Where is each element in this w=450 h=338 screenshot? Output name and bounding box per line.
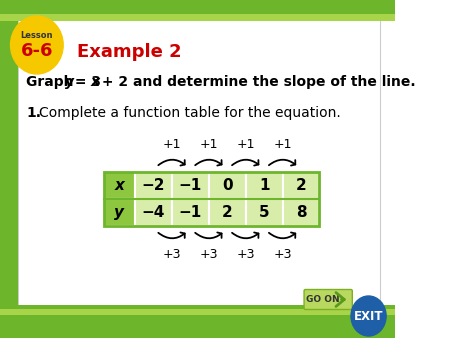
FancyBboxPatch shape xyxy=(0,0,18,338)
FancyBboxPatch shape xyxy=(283,199,320,226)
Text: 8: 8 xyxy=(296,205,306,220)
Circle shape xyxy=(351,296,386,336)
Text: 1: 1 xyxy=(259,178,270,193)
Text: x: x xyxy=(90,75,99,89)
FancyBboxPatch shape xyxy=(209,172,246,199)
FancyBboxPatch shape xyxy=(0,14,395,21)
Text: +3: +3 xyxy=(273,247,292,261)
Text: + 2 and determine the slope of the line.: + 2 and determine the slope of the line. xyxy=(96,75,415,89)
FancyBboxPatch shape xyxy=(104,172,135,199)
Text: Graph: Graph xyxy=(26,75,79,89)
Text: −1: −1 xyxy=(179,178,202,193)
Text: +3: +3 xyxy=(236,247,255,261)
FancyBboxPatch shape xyxy=(0,305,395,338)
FancyBboxPatch shape xyxy=(172,199,209,226)
Text: 2: 2 xyxy=(296,178,306,193)
Text: y: y xyxy=(65,75,74,89)
FancyBboxPatch shape xyxy=(283,172,320,199)
Text: +3: +3 xyxy=(163,247,181,261)
Text: = 3: = 3 xyxy=(70,75,101,89)
FancyBboxPatch shape xyxy=(172,172,209,199)
Text: −1: −1 xyxy=(179,205,202,220)
Text: +1: +1 xyxy=(273,138,292,150)
Text: −4: −4 xyxy=(142,205,165,220)
FancyBboxPatch shape xyxy=(135,172,172,199)
Text: x: x xyxy=(114,178,124,193)
Text: 5: 5 xyxy=(259,205,270,220)
FancyBboxPatch shape xyxy=(18,20,380,315)
Text: +1: +1 xyxy=(200,138,218,150)
Text: +3: +3 xyxy=(200,247,218,261)
Text: 2: 2 xyxy=(222,205,233,220)
FancyArrowPatch shape xyxy=(336,293,344,307)
FancyBboxPatch shape xyxy=(0,309,395,315)
Text: −2: −2 xyxy=(142,178,165,193)
FancyBboxPatch shape xyxy=(135,199,172,226)
Text: 6-6: 6-6 xyxy=(21,42,53,60)
FancyBboxPatch shape xyxy=(209,199,246,226)
Text: Lesson: Lesson xyxy=(21,31,53,41)
FancyBboxPatch shape xyxy=(104,199,135,226)
Text: +1: +1 xyxy=(236,138,255,150)
Text: y: y xyxy=(114,205,124,220)
Text: +1: +1 xyxy=(163,138,181,150)
Text: GO ON: GO ON xyxy=(306,295,340,304)
Text: 1.: 1. xyxy=(26,106,41,120)
Text: Example 2: Example 2 xyxy=(77,43,182,61)
Text: Complete a function table for the equation.: Complete a function table for the equati… xyxy=(39,106,340,120)
FancyBboxPatch shape xyxy=(0,0,395,20)
Text: EXIT: EXIT xyxy=(354,310,383,322)
Ellipse shape xyxy=(10,16,63,74)
Text: 0: 0 xyxy=(222,178,233,193)
FancyBboxPatch shape xyxy=(246,172,283,199)
FancyBboxPatch shape xyxy=(246,199,283,226)
FancyBboxPatch shape xyxy=(304,290,352,310)
